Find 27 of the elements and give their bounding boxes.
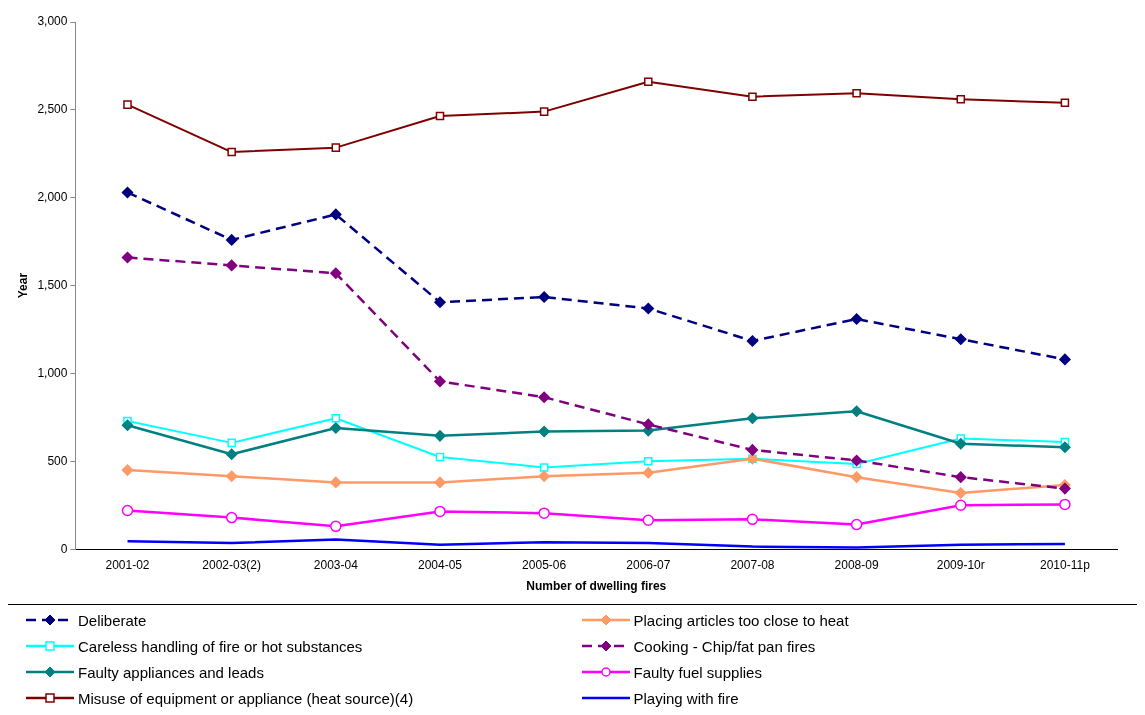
legend-label: Careless handling of fire or hot substances (78, 637, 363, 655)
legend-label: Deliberate (78, 611, 147, 629)
legend-label: Faulty appliances and leads (78, 663, 264, 681)
x-axis-title: Number of dwelling fires (526, 579, 667, 594)
legend-label: Cooking - Chip/fat pan fires (633, 637, 816, 655)
x-tick-label: 2010-11p (1040, 557, 1091, 572)
y-tick-label: 1,000 (37, 365, 68, 380)
x-tick-label: 2005-06 (522, 557, 567, 572)
x-tick-label: 2003-04 (313, 557, 359, 572)
x-tick-label: 2004-05 (417, 557, 463, 572)
x-tick-label: 2002-03(2) (202, 557, 262, 572)
legend-label: Misuse of equipment or appliance (heat source)(4) (78, 689, 414, 707)
y-tick-label: 2,500 (37, 102, 68, 117)
legend-label: Faulty fuel supplies (633, 663, 762, 681)
x-tick-label: 2008-09 (834, 557, 879, 572)
y-tick-label: 1,500 (37, 277, 68, 292)
x-tick-label: 2001-02 (105, 557, 150, 572)
legend-label: Placing articles too close to heat (633, 611, 849, 629)
x-tick-label: 2009-10r (936, 557, 985, 572)
y-tick-label: 0 (60, 541, 68, 556)
legend-label: Playing with fire (633, 689, 739, 707)
y-tick-label: 3,000 (37, 14, 68, 29)
y-tick-label: 500 (47, 453, 68, 468)
x-tick-label: 2007-08 (730, 557, 775, 572)
x-tick-label: 2006-07 (626, 557, 671, 572)
y-axis-title: Year (15, 272, 30, 299)
y-tick-label: 2,000 (37, 190, 68, 205)
